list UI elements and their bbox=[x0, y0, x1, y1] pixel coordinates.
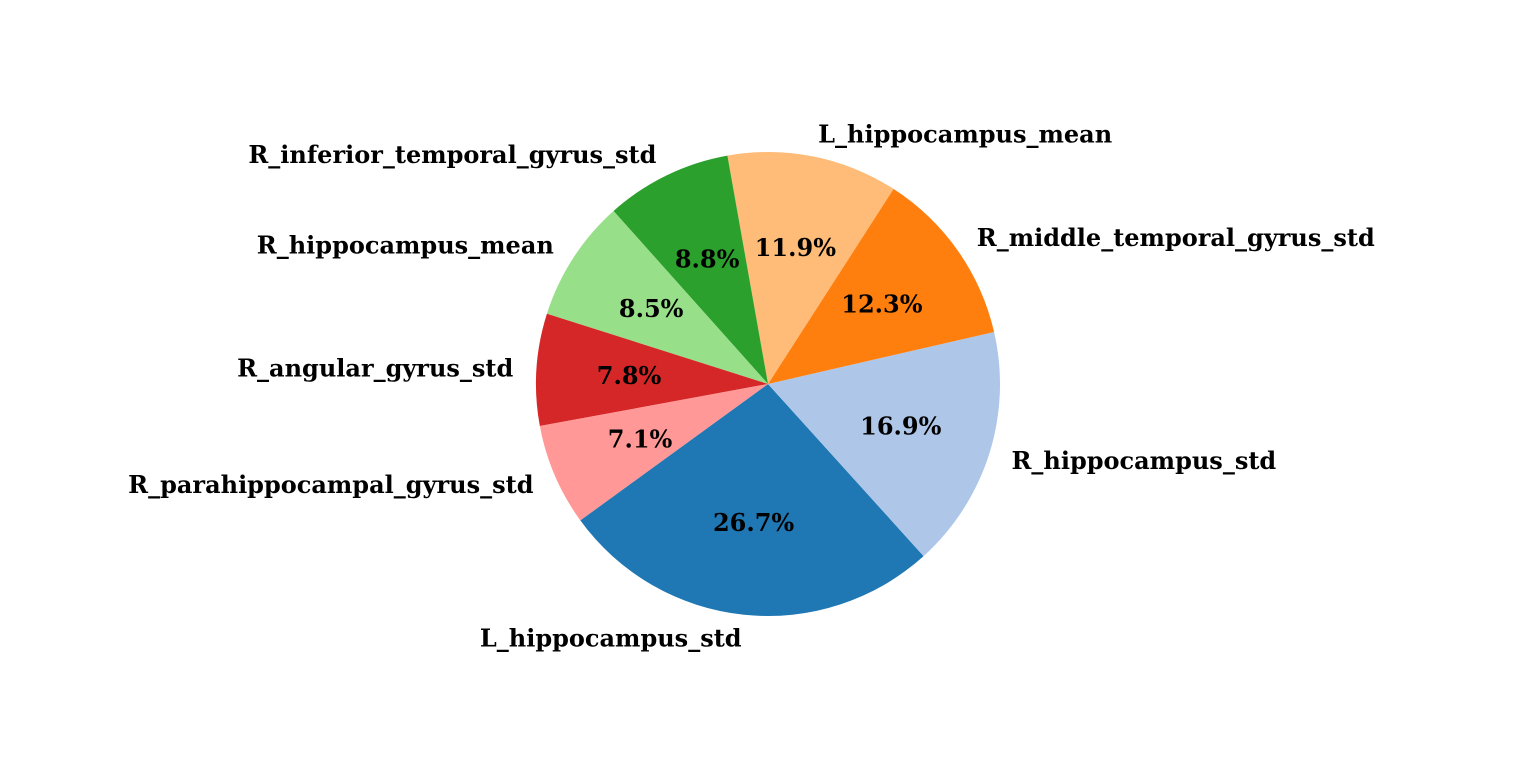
pct-label-r-middle-temporal-gyrus-std: 12.3% bbox=[841, 289, 922, 318]
pie-slice-r-hippocampus-mean bbox=[546, 210, 768, 384]
pie-slice-r-angular-gyrus-std bbox=[536, 313, 768, 427]
slice-label-r-hippocampus-mean: R_hippocampus_mean bbox=[257, 231, 554, 260]
pct-label-r-hippocampus-mean: 8.5% bbox=[619, 294, 684, 323]
slice-label-l-hippocampus-mean: L_hippocampus_mean bbox=[818, 119, 1112, 148]
pie-slice-r-hippocampus-std bbox=[768, 331, 1000, 557]
slice-label-l-hippocampus-std: L_hippocampus_std bbox=[480, 623, 742, 652]
labels-layer: L_hippocampus_std 26.7% R_hippocampus_std 1… bbox=[128, 119, 1375, 652]
slice-label-r-inferior-temporal-gyrus-std: R_inferior_temporal_gyrus_std bbox=[248, 140, 656, 169]
pie-slice-r-inferior-temporal-gyrus-std bbox=[613, 155, 768, 384]
slice-label-r-angular-gyrus-std: R_angular_gyrus_std bbox=[237, 353, 513, 382]
pct-label-l-hippocampus-std: 26.7% bbox=[713, 508, 794, 537]
pie-slice-r-middle-temporal-gyrus-std bbox=[768, 188, 995, 384]
pct-label-r-hippocampus-std: 16.9% bbox=[860, 411, 941, 440]
pct-label-r-inferior-temporal-gyrus-std: 8.8% bbox=[675, 244, 740, 273]
pie-slice-l-hippocampus-mean bbox=[727, 151, 894, 384]
slice-label-r-hippocampus-std: R_hippocampus_std bbox=[1011, 446, 1276, 475]
slice-label-r-parahippocampal-gyrus-std: R_parahippocampal_gyrus_std bbox=[128, 470, 534, 499]
pie-slice-l-hippocampus-std bbox=[580, 384, 924, 616]
pct-label-r-angular-gyrus-std: 7.8% bbox=[597, 361, 662, 390]
pct-label-r-parahippocampal-gyrus-std: 7.1% bbox=[608, 424, 673, 453]
pie-slice-r-parahippocampal-gyrus-std bbox=[539, 384, 768, 521]
slice-label-r-middle-temporal-gyrus-std: R_middle_temporal_gyrus_std bbox=[977, 223, 1375, 252]
pct-label-l-hippocampus-mean: 11.9% bbox=[755, 233, 836, 262]
slices-layer bbox=[536, 151, 1000, 616]
